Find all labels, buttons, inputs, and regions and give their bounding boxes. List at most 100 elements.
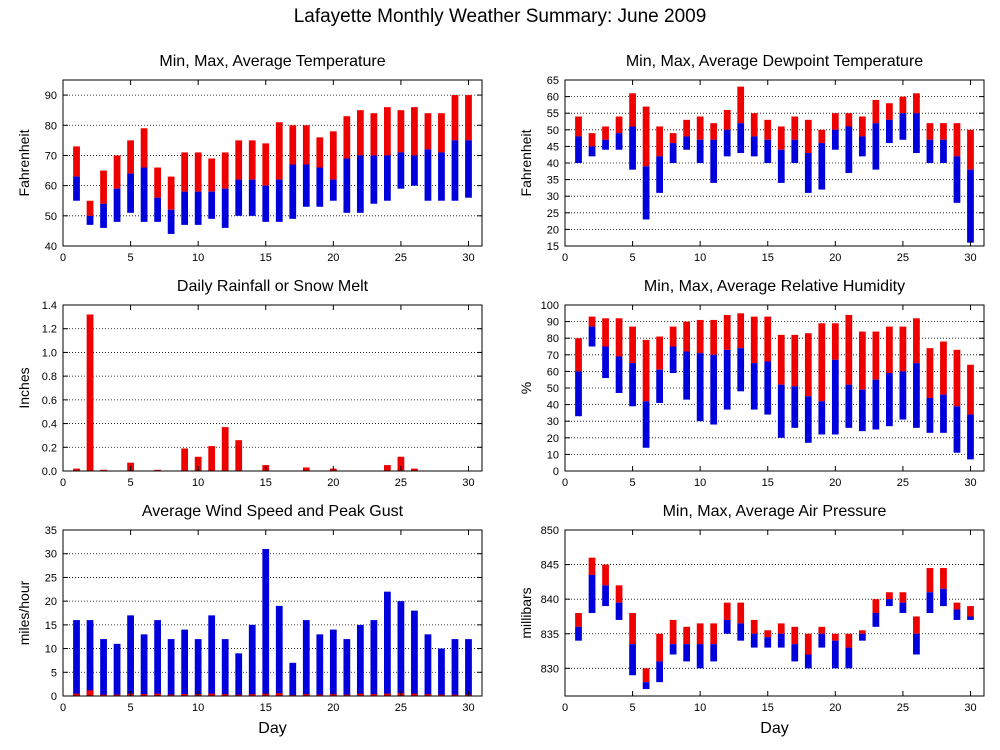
- pressure-min-bar: [858, 633, 866, 641]
- pressure-xtick-label: 0: [562, 702, 568, 714]
- pressure-max-bar: [710, 623, 718, 645]
- rainfall-ytick-label: 1.0: [42, 347, 57, 359]
- temperature-max-bar: [343, 116, 351, 159]
- dewpoint-min-bar: [764, 139, 772, 163]
- pressure-xtick-label: 5: [630, 702, 636, 714]
- temperature-min-bar: [275, 179, 283, 222]
- temperature-max-bar: [73, 146, 80, 177]
- wind-xtick-label: 30: [462, 702, 474, 714]
- humidity-min-bar: [872, 379, 880, 430]
- wind-ytick-label: 0: [51, 691, 57, 703]
- pressure-min-bar: [886, 599, 893, 607]
- wind-average-bar: [370, 694, 378, 696]
- pressure-min-bar: [913, 633, 920, 655]
- pressure-min-bar: [723, 619, 731, 634]
- pressure-min-bar: [804, 654, 812, 669]
- humidity-max-bar: [913, 318, 920, 364]
- wind-average-bar: [356, 693, 364, 696]
- dewpoint-ylabel: Fahrenheit: [518, 129, 534, 196]
- humidity-max-bar: [750, 316, 758, 364]
- dewpoint-max-bar: [953, 123, 961, 157]
- pressure-min-bar: [818, 633, 826, 648]
- pressure-min-bar: [831, 640, 839, 669]
- wind-xtick-label: 15: [260, 702, 272, 714]
- dewpoint-min-bar: [696, 139, 704, 163]
- pressure-xtick-label: 25: [897, 702, 909, 714]
- pressure-max-bar: [723, 602, 731, 620]
- humidity-max-bar: [967, 364, 974, 415]
- wind-gust-bar: [221, 639, 229, 696]
- pressure-min-bar: [899, 602, 907, 613]
- temperature-min-bar: [127, 173, 134, 213]
- dewpoint-max-bar: [791, 116, 799, 140]
- wind-gust-bar: [356, 624, 364, 696]
- dewpoint-min-bar: [804, 153, 812, 193]
- pressure-max-bar: [737, 602, 745, 624]
- wind-gust-bar: [140, 634, 148, 696]
- dewpoint-min-bar: [777, 149, 785, 183]
- dewpoint-max-bar: [967, 129, 974, 170]
- temperature-xtick-label: 10: [192, 252, 204, 264]
- pressure-xlabel: Day: [760, 720, 788, 737]
- temperature-max-bar: [465, 95, 472, 141]
- humidity-max-bar: [629, 326, 636, 364]
- wind-xtick-label: 10: [192, 702, 204, 714]
- pressure-max-bar: [886, 592, 893, 600]
- dewpoint-max-bar: [831, 113, 839, 130]
- temperature-ytick-label: 70: [45, 150, 57, 162]
- temperature-min-bar: [370, 155, 378, 204]
- wind-chart: 0 5 10 15 20 25 30 35 0 5 10 15 20 25 30 Average Wind S…: [16, 503, 483, 737]
- humidity-max-bar: [831, 323, 839, 360]
- rainfall-rain-bar: [302, 467, 310, 471]
- wind-average-bar: [73, 693, 80, 696]
- pressure-min-bar: [575, 626, 582, 641]
- temperature-min-bar: [248, 179, 256, 216]
- wind-average-bar: [248, 694, 256, 696]
- wind-xtick-label: 5: [128, 702, 134, 714]
- dewpoint-max-bar: [642, 106, 650, 167]
- wind-average-bar: [438, 694, 445, 696]
- dewpoint-ytick-label: 35: [547, 175, 559, 187]
- wind-gust-bar: [302, 620, 310, 696]
- wind-xtick-label: 20: [327, 702, 339, 714]
- pressure-min-bar: [845, 647, 853, 669]
- temperature-min-bar: [397, 152, 405, 189]
- wind-xtick-label: 25: [395, 702, 407, 714]
- dewpoint-max-bar: [940, 123, 947, 140]
- temperature-min-bar: [465, 140, 472, 198]
- wind-average-bar: [316, 694, 324, 696]
- humidity-plot-frame: [564, 304, 985, 472]
- temperature-ylabel: Fahrenheit: [16, 129, 32, 196]
- pressure-min-bar: [967, 616, 974, 620]
- humidity-min-bar: [750, 363, 758, 410]
- humidity-min-bar: [777, 384, 785, 438]
- pressure-min-bar: [940, 588, 947, 607]
- temperature-min-bar: [221, 188, 229, 228]
- wind-gust-bar: [154, 620, 161, 696]
- rainfall-xtick-label: 10: [192, 477, 204, 489]
- temperature-max-bar: [235, 140, 243, 180]
- pressure-min-bar: [615, 602, 623, 620]
- temperature-xtick-label: 0: [60, 252, 66, 264]
- wind-average-bar: [113, 694, 121, 696]
- temperature-max-bar: [221, 152, 229, 189]
- dewpoint-min-bar: [669, 143, 677, 163]
- humidity-max-bar: [804, 333, 812, 397]
- wind-gust-bar: [438, 648, 445, 696]
- dewpoint-min-bar: [588, 146, 596, 157]
- humidity-xtick-label: 5: [630, 477, 636, 489]
- dewpoint-max-bar: [899, 96, 907, 114]
- humidity-min-bar: [804, 396, 812, 443]
- temperature-min-bar: [262, 185, 270, 222]
- rainfall-xtick-label: 5: [128, 477, 134, 489]
- rainfall-rain-bar: [221, 427, 229, 471]
- humidity-min-bar: [764, 361, 772, 415]
- dewpoint-min-bar: [872, 123, 880, 170]
- temperature-xtick-label: 5: [128, 252, 134, 264]
- temperature-max-bar: [100, 170, 107, 204]
- dewpoint-min-bar: [791, 139, 799, 163]
- temperature-max-bar: [356, 110, 364, 156]
- pressure-max-bar: [629, 613, 636, 645]
- dewpoint-ytick-label: 15: [547, 241, 559, 253]
- dewpoint-xtick-label: 25: [897, 252, 909, 264]
